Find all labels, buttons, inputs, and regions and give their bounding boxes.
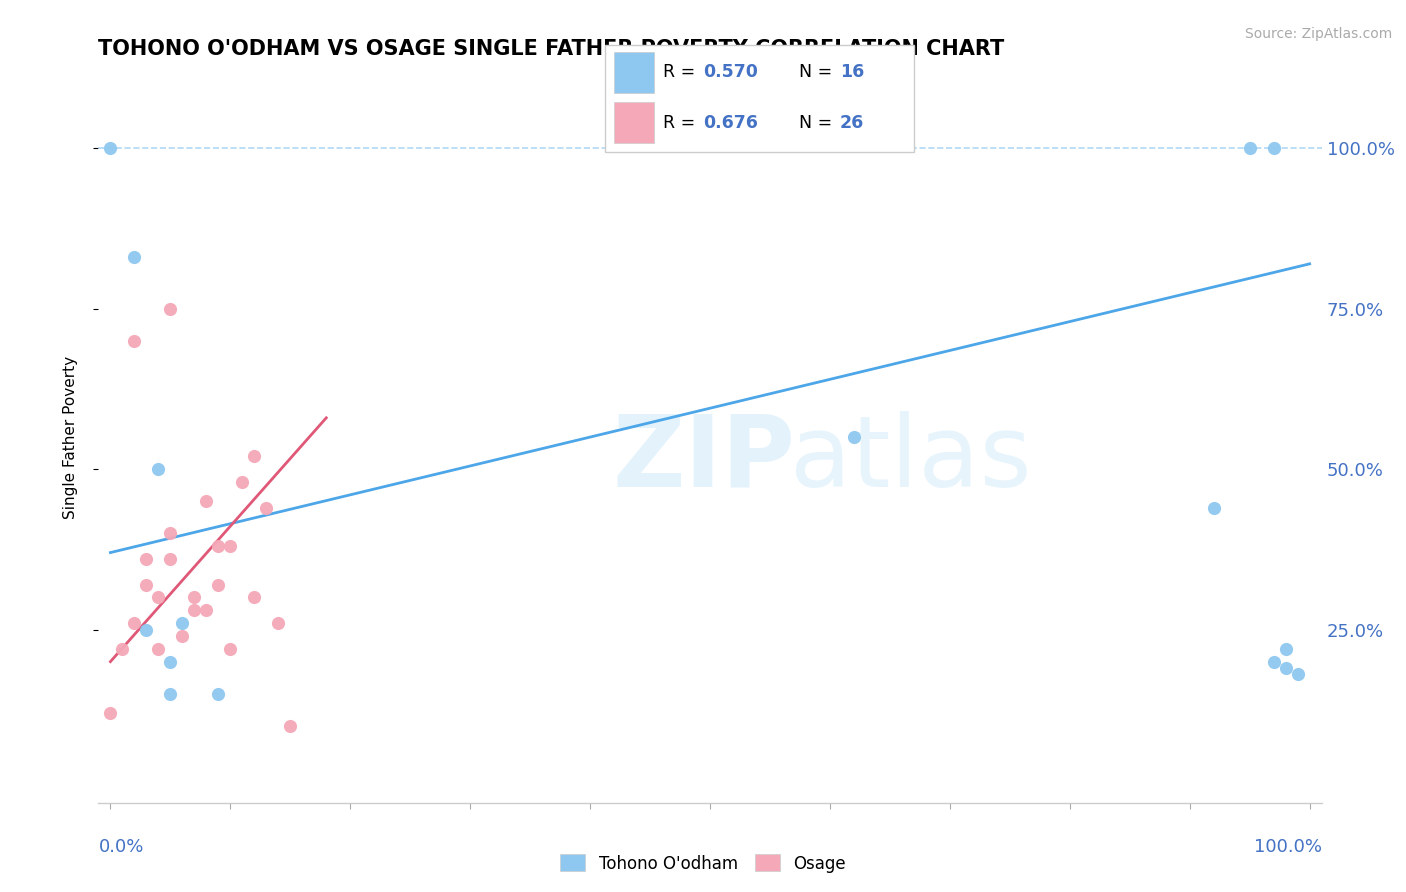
Point [100,141,122,155]
Point [183,603,205,617]
Point [1263,141,1285,155]
Point [207,687,229,701]
Point [159,687,181,701]
Point [1274,661,1296,675]
Point [1274,641,1296,656]
Text: R =: R = [664,114,702,132]
FancyBboxPatch shape [605,45,914,152]
Text: N =: N = [800,114,838,132]
Point [219,539,242,553]
Point [159,655,181,669]
Point [148,591,170,605]
Text: N =: N = [800,63,838,81]
Point [842,430,865,444]
Point [183,591,205,605]
Text: 100.0%: 100.0% [1254,838,1322,856]
Text: 26: 26 [839,114,863,132]
FancyBboxPatch shape [614,103,654,143]
Point [278,719,301,733]
Point [195,494,218,508]
Text: 0.0%: 0.0% [98,838,143,856]
Text: R =: R = [664,63,702,81]
Point [1286,667,1309,681]
Point [172,629,194,643]
Point [231,475,253,489]
Point [195,603,218,617]
Text: 16: 16 [839,63,863,81]
Legend: Tohono O'odham, Osage: Tohono O'odham, Osage [554,847,852,880]
Point [267,616,290,631]
Point [254,500,277,515]
Point [1202,500,1225,515]
Text: 0.570: 0.570 [703,63,758,81]
Point [148,641,170,656]
Point [1263,655,1285,669]
Text: atlas: atlas [790,410,1031,508]
Point [124,251,146,265]
Point [159,526,181,541]
Point [243,450,266,464]
Point [219,641,242,656]
Point [207,539,229,553]
Point [111,641,134,656]
Text: ZIP: ZIP [612,410,794,508]
Point [207,577,229,591]
Point [135,577,157,591]
Point [124,334,146,348]
Point [1239,141,1261,155]
Point [172,616,194,631]
Text: TOHONO O'ODHAM VS OSAGE SINGLE FATHER POVERTY CORRELATION CHART: TOHONO O'ODHAM VS OSAGE SINGLE FATHER PO… [98,38,1005,59]
Point [243,591,266,605]
Text: 0.676: 0.676 [703,114,758,132]
Y-axis label: Single Father Poverty: Single Father Poverty [63,356,77,518]
Text: Source: ZipAtlas.com: Source: ZipAtlas.com [1244,27,1392,41]
Point [124,616,146,631]
Point [159,552,181,566]
FancyBboxPatch shape [614,52,654,93]
Point [159,301,181,316]
Point [100,706,122,720]
Point [135,623,157,637]
Point [148,462,170,476]
Point [135,552,157,566]
